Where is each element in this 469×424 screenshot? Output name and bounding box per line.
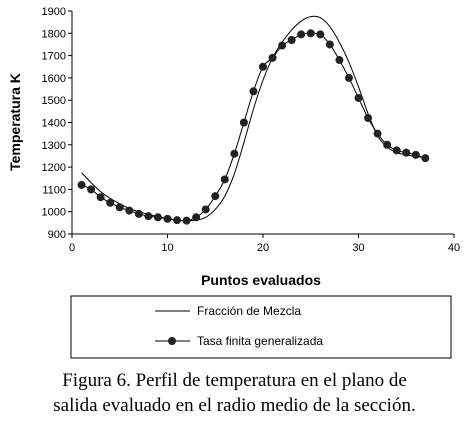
y-tick-label: 1100 (42, 184, 66, 196)
data-point (383, 140, 392, 149)
x-axis-title: Puntos evaluados (201, 272, 321, 288)
temperature-profile-chart: 900 1000 1100 1200 1300 1400 1500 1600 1700 1800 1… (7, 6, 461, 359)
data-point (306, 29, 315, 38)
data-point (125, 206, 134, 215)
data-point (211, 192, 220, 201)
data-point (239, 118, 248, 127)
data-point (77, 180, 86, 189)
data-point (354, 93, 363, 102)
plot-area (68, 10, 455, 238)
data-point (163, 214, 172, 223)
data-point (220, 175, 229, 184)
data-point (144, 212, 153, 221)
data-point (201, 205, 210, 214)
data-point (287, 35, 296, 44)
data-point (192, 213, 201, 222)
data-point (230, 149, 239, 158)
data-point (134, 209, 143, 218)
data-point (106, 198, 115, 207)
y-tick-label: 1800 (42, 28, 66, 40)
data-point (268, 53, 277, 62)
data-point (364, 114, 373, 123)
x-tick-label: 40 (448, 242, 460, 254)
data-point (373, 129, 382, 138)
y-axis-title: Temperatura K (7, 73, 23, 171)
series-line-0 (81, 15, 426, 222)
x-tick-label: 30 (352, 242, 364, 254)
data-point (297, 30, 306, 39)
data-point (173, 216, 182, 225)
data-point (392, 146, 401, 155)
tick-labels: 900 1000 1100 1200 1300 1400 1500 1600 1700 1800 1… (42, 6, 461, 254)
y-tick-label: 1600 (42, 73, 66, 85)
x-tick-label: 20 (257, 242, 269, 254)
data-point (335, 56, 344, 65)
data-point (278, 41, 287, 50)
y-tick-label: 1700 (42, 51, 66, 63)
legend: Fracción de Mezcla Tasa finita generaliz… (70, 295, 452, 359)
data-point (115, 203, 124, 212)
legend-box (70, 295, 452, 359)
y-tick-label: 1000 (42, 207, 66, 219)
data-point (421, 154, 430, 163)
y-tick-label: 1900 (42, 6, 66, 18)
legend-label-tasa-finita-generalizada: Tasa finita generalizada (197, 334, 323, 348)
data-point (96, 193, 105, 202)
data-point (249, 87, 258, 96)
data-point (402, 148, 411, 157)
data-point (411, 150, 420, 159)
x-tick-label: 10 (161, 242, 173, 254)
legend-label-fraccion-de-mezcla: Fracción de Mezcla (197, 304, 301, 318)
y-tick-label: 1400 (42, 118, 66, 130)
y-tick-label: 1500 (42, 95, 66, 107)
x-tick-label: 0 (69, 242, 75, 254)
legend-marker-swatch (168, 337, 176, 345)
data-point (182, 216, 191, 225)
figure-caption: Figura 6. Perfil de temperatura en el pl… (0, 368, 469, 418)
y-tick-label: 1300 (42, 140, 66, 152)
y-tick-label: 1200 (42, 162, 66, 174)
y-tick-label: 900 (48, 229, 66, 241)
data-point (153, 213, 162, 222)
data-point (316, 30, 325, 39)
caption-line-1: Figura 6. Perfil de temperatura en el pl… (62, 370, 407, 391)
data-point (325, 40, 334, 49)
data-point (87, 185, 96, 194)
data-point (344, 73, 353, 82)
data-point (259, 62, 267, 71)
caption-line-2: salida evaluado en el radio medio de la … (53, 395, 416, 416)
